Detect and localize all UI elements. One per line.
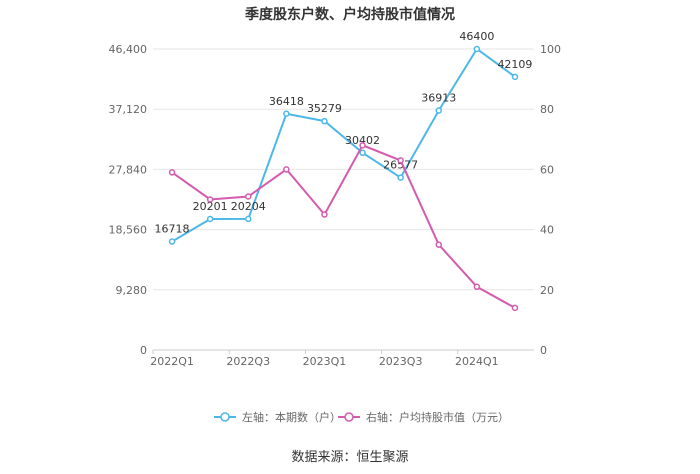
data-point bbox=[245, 215, 252, 223]
data-point bbox=[435, 241, 442, 248]
legend-swatch-marker bbox=[220, 412, 230, 422]
legend-label: 左轴：本期数（户） bbox=[242, 410, 341, 424]
data-label: 35279 bbox=[307, 102, 342, 115]
data-label: 30402 bbox=[345, 134, 380, 147]
y-right-tick-label: 0 bbox=[540, 344, 547, 357]
data-label: 16718 bbox=[155, 223, 190, 236]
y-right-tick-label: 40 bbox=[540, 224, 554, 237]
data-point bbox=[321, 211, 328, 218]
y-left-tick-label: 18,560 bbox=[109, 224, 148, 237]
source-note: 数据来源：恒生聚源 bbox=[291, 450, 409, 465]
data-point bbox=[168, 238, 176, 245]
data-label: 46400 bbox=[459, 30, 494, 43]
data-label: 42109 bbox=[497, 58, 532, 71]
data-point bbox=[168, 169, 176, 176]
y-right-tick-label: 100 bbox=[540, 43, 561, 56]
data-point bbox=[206, 196, 214, 203]
data-point bbox=[511, 73, 519, 81]
x-tick-label: 2023Q3 bbox=[379, 355, 423, 368]
y-left-tick-label: 37,120 bbox=[109, 103, 148, 116]
data-point bbox=[435, 107, 442, 114]
y-right-tick-label: 20 bbox=[540, 284, 554, 297]
chart-title: 季度股东户数、户均持股市值情况 bbox=[245, 7, 455, 23]
x-tick-label: 2023Q1 bbox=[303, 355, 347, 368]
series-line-2 bbox=[171, 144, 516, 309]
data-point bbox=[283, 110, 290, 118]
data-label: 26577 bbox=[383, 159, 418, 172]
data-label: 20201 bbox=[193, 200, 228, 213]
series-line-1 bbox=[171, 47, 516, 243]
data-point bbox=[511, 304, 519, 312]
data-label: 36913 bbox=[421, 92, 456, 105]
y-left-tick-label: 9,280 bbox=[116, 284, 148, 297]
data-point bbox=[473, 283, 481, 291]
data-point bbox=[206, 215, 214, 223]
data-point bbox=[397, 174, 404, 181]
x-tick-label: 2024Q1 bbox=[455, 355, 499, 368]
y-right-tick-label: 80 bbox=[540, 103, 554, 116]
data-label: 36418 bbox=[269, 95, 304, 108]
data-point bbox=[283, 166, 290, 173]
y-left-tick-label: 0 bbox=[140, 344, 147, 357]
legend-label: 右轴：户均持股市值（万元） bbox=[366, 410, 509, 424]
data-point bbox=[473, 45, 481, 53]
x-tick-label: 2022Q1 bbox=[150, 355, 194, 368]
y-right-tick-label: 60 bbox=[540, 163, 554, 176]
data-point bbox=[397, 157, 404, 164]
data-point bbox=[245, 193, 252, 200]
y-left-tick-label: 46,400 bbox=[109, 43, 148, 56]
data-point bbox=[359, 149, 366, 157]
legend-swatch-marker bbox=[344, 412, 354, 422]
data-point bbox=[321, 117, 328, 125]
x-tick-label: 2022Q3 bbox=[226, 355, 270, 368]
data-label: 20204 bbox=[231, 200, 266, 213]
data-point bbox=[359, 142, 366, 149]
y-left-tick-label: 27,840 bbox=[109, 163, 148, 176]
